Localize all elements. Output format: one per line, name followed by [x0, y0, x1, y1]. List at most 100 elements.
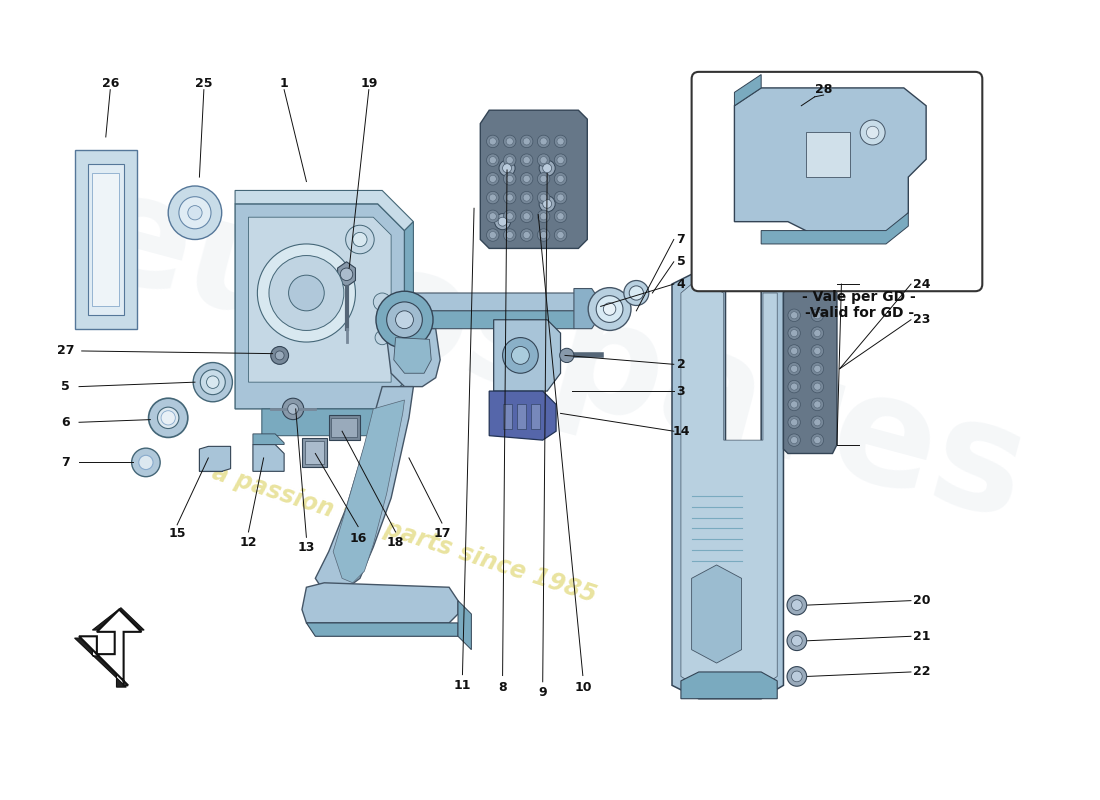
- Circle shape: [504, 210, 516, 222]
- Circle shape: [161, 410, 175, 425]
- Text: 9: 9: [538, 686, 547, 699]
- Circle shape: [490, 138, 496, 145]
- Circle shape: [814, 401, 821, 408]
- Circle shape: [788, 434, 801, 446]
- Polygon shape: [458, 601, 472, 650]
- Circle shape: [375, 330, 389, 345]
- Polygon shape: [490, 391, 557, 440]
- Circle shape: [540, 157, 547, 164]
- Circle shape: [786, 595, 806, 615]
- Circle shape: [554, 154, 566, 166]
- Circle shape: [504, 154, 516, 166]
- Circle shape: [288, 403, 298, 414]
- Polygon shape: [75, 150, 138, 329]
- Text: 6: 6: [62, 416, 70, 429]
- Circle shape: [554, 210, 566, 222]
- Circle shape: [345, 226, 374, 254]
- Circle shape: [538, 191, 550, 204]
- Polygon shape: [307, 623, 458, 636]
- Polygon shape: [75, 608, 144, 687]
- Circle shape: [786, 666, 806, 686]
- Text: 24: 24: [913, 278, 931, 290]
- Circle shape: [520, 229, 532, 242]
- Bar: [531, 403, 540, 429]
- Circle shape: [520, 191, 532, 204]
- Circle shape: [624, 281, 649, 306]
- Text: 4: 4: [676, 278, 685, 290]
- Circle shape: [524, 138, 530, 145]
- Polygon shape: [199, 446, 231, 471]
- Text: 25: 25: [195, 77, 212, 90]
- Circle shape: [506, 157, 514, 164]
- Circle shape: [486, 154, 499, 166]
- Polygon shape: [681, 280, 778, 687]
- Polygon shape: [262, 409, 405, 436]
- Circle shape: [538, 229, 550, 242]
- Circle shape: [503, 338, 538, 374]
- Circle shape: [538, 210, 550, 222]
- Circle shape: [504, 191, 516, 204]
- Circle shape: [504, 173, 516, 185]
- Polygon shape: [672, 270, 783, 698]
- Text: 5: 5: [62, 380, 70, 393]
- Circle shape: [257, 244, 355, 342]
- Circle shape: [486, 173, 499, 185]
- Text: 14: 14: [672, 425, 690, 438]
- Circle shape: [271, 346, 288, 364]
- Polygon shape: [405, 222, 414, 382]
- Text: 11: 11: [453, 679, 471, 692]
- Circle shape: [788, 398, 801, 410]
- Bar: [302, 438, 327, 467]
- Circle shape: [554, 173, 566, 185]
- Polygon shape: [333, 400, 405, 582]
- Circle shape: [387, 302, 422, 338]
- Circle shape: [791, 366, 798, 372]
- Text: 1: 1: [279, 77, 288, 90]
- Circle shape: [557, 231, 564, 238]
- Text: 18: 18: [387, 536, 405, 549]
- Circle shape: [200, 370, 225, 394]
- Polygon shape: [681, 672, 778, 698]
- Polygon shape: [302, 582, 458, 623]
- Circle shape: [860, 120, 886, 145]
- Circle shape: [788, 362, 801, 375]
- Polygon shape: [79, 610, 142, 686]
- Polygon shape: [253, 434, 284, 445]
- Circle shape: [524, 157, 530, 164]
- Polygon shape: [394, 338, 431, 374]
- Text: 7: 7: [676, 233, 685, 246]
- Circle shape: [207, 376, 219, 389]
- Circle shape: [792, 600, 802, 610]
- Text: 15: 15: [168, 527, 186, 540]
- Polygon shape: [692, 565, 741, 663]
- Circle shape: [538, 154, 550, 166]
- Circle shape: [506, 231, 514, 238]
- Polygon shape: [783, 284, 837, 454]
- FancyBboxPatch shape: [692, 72, 982, 291]
- Bar: [331, 418, 358, 438]
- Text: a passion for parts since 1985: a passion for parts since 1985: [209, 460, 600, 607]
- Circle shape: [270, 255, 344, 330]
- Circle shape: [486, 135, 499, 148]
- Circle shape: [788, 309, 801, 322]
- Circle shape: [486, 229, 499, 242]
- Text: 12: 12: [240, 536, 257, 549]
- Circle shape: [524, 213, 530, 220]
- Circle shape: [791, 437, 798, 444]
- Circle shape: [538, 173, 550, 185]
- Circle shape: [588, 288, 631, 330]
- Circle shape: [506, 194, 514, 201]
- Text: 16: 16: [350, 532, 366, 545]
- Circle shape: [560, 348, 574, 362]
- Circle shape: [283, 398, 304, 420]
- Circle shape: [791, 330, 798, 337]
- Polygon shape: [235, 190, 414, 230]
- Circle shape: [498, 218, 507, 226]
- Circle shape: [520, 154, 532, 166]
- Circle shape: [554, 135, 566, 148]
- Circle shape: [603, 303, 616, 315]
- Circle shape: [540, 194, 547, 201]
- Polygon shape: [199, 449, 222, 471]
- Bar: [329, 415, 360, 440]
- Polygon shape: [88, 164, 123, 315]
